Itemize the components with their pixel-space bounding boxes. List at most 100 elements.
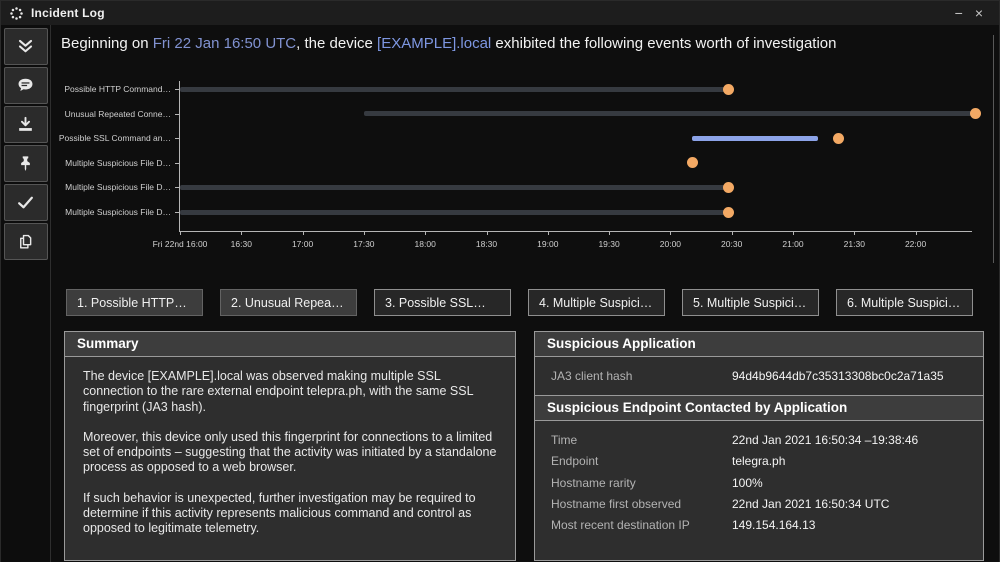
detail-label: Most recent destination IP	[551, 517, 690, 532]
x-axis-tick-label: 16:30	[230, 239, 252, 249]
x-axis-tick	[302, 231, 304, 235]
application-rows: JA3 client hash 94d4b9644db7c35313308bc0c…	[535, 357, 983, 389]
suspicious-endpoint-header: Suspicious Endpoint Contacted by Applica…	[535, 395, 983, 422]
summary-paragraph: If such behavior is unexpected, further …	[83, 490, 476, 536]
x-axis-tick-label: 18:00	[414, 239, 436, 249]
summary-paragraph: The device [EXAMPLE].local was observed …	[83, 369, 474, 414]
detail-label: Time	[551, 433, 578, 448]
detail-value: 100%	[732, 475, 763, 490]
close-button[interactable]: ×	[969, 6, 989, 20]
x-axis-tick-label: Fri 22nd 16:00	[152, 239, 208, 249]
timeline-event-dot[interactable]	[832, 132, 844, 144]
timeline-row-label: Multiple Suspicious File D…	[65, 207, 171, 217]
detail-row: JA3 client hash 94d4b9644db7c35313308bc0c…	[535, 366, 983, 387]
x-axis-tick-label: 21:30	[843, 239, 865, 249]
timeline-bar[interactable]	[180, 184, 729, 190]
summary-text: The device [EXAMPLE].local was observed …	[65, 357, 515, 536]
timeline-event-dot[interactable]	[722, 206, 734, 218]
detail-label: JA3 client hash	[551, 369, 633, 383]
check-icon	[16, 193, 35, 212]
x-axis-tick-label: 19:00	[537, 239, 559, 249]
detail-label: Endpoint	[551, 454, 599, 469]
suspicious-application-header: Suspicious Application	[535, 332, 983, 357]
timeline-event-dot[interactable]	[686, 157, 698, 169]
x-axis-tick-label: 19:30	[598, 239, 620, 249]
tab-event-5[interactable]: 5. Multiple Suspici…	[682, 289, 819, 316]
titlebar: Incident Log − ×	[1, 1, 999, 25]
x-axis-tick	[486, 231, 488, 235]
x-axis-tick	[241, 231, 243, 235]
detail-value: 22nd Jan 2021 16:50:34 UTC	[732, 496, 890, 511]
x-axis-tick	[915, 231, 917, 235]
tab-event-4[interactable]: 4. Multiple Suspici…	[528, 289, 665, 316]
timeline-event-dot[interactable]	[722, 181, 734, 193]
timeline-row-label: Possible SSL Command an…	[58, 133, 171, 144]
comment-icon	[16, 76, 35, 95]
timeline-bar[interactable]	[363, 111, 976, 117]
event-timeline-chart: Possible HTTP Command… Unusual Repeated C…	[58, 81, 993, 257]
y-axis-tick	[175, 113, 179, 115]
detail-label: Hostname first observed	[551, 496, 682, 511]
sidebar-collapse-button[interactable]	[3, 28, 48, 65]
sidebar-comment-button[interactable]	[3, 67, 48, 104]
app-body: Beginning on Fri 22 Jan 16:50 UTC, the d…	[1, 25, 999, 562]
y-axis-tick	[175, 89, 179, 90]
incident-start-time: Fri 22 Jan 16:50 UTC	[152, 35, 297, 52]
suspicious-details-panel: Suspicious Application JA3 client hash 94…	[534, 331, 984, 561]
x-axis-tick-label: 17:00	[291, 239, 314, 249]
x-axis-tick	[425, 231, 427, 235]
timeline-row-label: Unusual Repeated Conne…	[64, 108, 171, 119]
x-axis-tick-label: 21:00	[782, 239, 804, 249]
double-chevron-down-icon	[16, 37, 35, 56]
detail-value: 94d4b9644db7c35313308bc0c2a71a35	[732, 369, 944, 383]
summary-panel: Summary The device [EXAMPLE].local was o…	[64, 331, 516, 561]
x-axis-tick	[854, 231, 856, 235]
tab-event-2[interactable]: 2. Unusual Repea…	[220, 289, 357, 316]
timeline-event-dot[interactable]	[970, 108, 982, 120]
x-axis-tick	[731, 231, 733, 235]
sidebar-acknowledge-button[interactable]	[3, 184, 48, 221]
x-axis-tick	[363, 231, 365, 235]
detail-row: Hostname first observed 22nd Jan 2021 16:…	[535, 494, 983, 515]
y-axis-tick	[175, 138, 179, 140]
device-name: [EXAMPLE].local	[377, 35, 492, 52]
y-axis-tick	[175, 187, 179, 189]
tab-event-6[interactable]: 6. Multiple Suspici…	[836, 289, 973, 316]
detail-row: Endpoint telegra.ph	[535, 451, 983, 472]
x-axis-tick-label: 18:30	[475, 239, 498, 249]
endpoint-rows: Time 22nd Jan 2021 16:50:34 –19:38:46 Endp…	[535, 421, 983, 538]
tab-event-1[interactable]: 1. Possible HTTP…	[66, 289, 203, 316]
sidebar-download-button[interactable]	[3, 106, 48, 143]
detail-panels: Summary The device [EXAMPLE].local was o…	[64, 331, 999, 561]
sidebar-pin-button[interactable]	[3, 145, 48, 182]
summary-prefix: Beginning on	[61, 35, 153, 52]
timeline-row-labels: Possible HTTP Command… Unusual Repeated C…	[58, 81, 171, 231]
x-axis-tick-label: 17:30	[353, 239, 375, 249]
timeline-bar[interactable]	[180, 209, 729, 215]
x-axis-tick-label: 20:30	[721, 239, 743, 249]
timeline-bar[interactable]	[180, 86, 729, 92]
tab-event-3[interactable]: 3. Possible SSL…	[374, 289, 511, 316]
timeline-event-dot[interactable]	[722, 83, 734, 95]
x-axis-tick	[670, 231, 672, 235]
incident-overview-panel: Beginning on Fri 22 Jan 16:50 UTC, the d…	[58, 35, 994, 263]
summary-paragraph: Moreover, this device only used this fin…	[83, 429, 497, 475]
sidebar-copy-button[interactable]	[3, 223, 48, 260]
y-axis-tick	[175, 212, 179, 213]
pin-icon	[16, 154, 35, 173]
summary-middle: , the device	[296, 35, 378, 52]
timeline-row-label: Multiple Suspicious File D…	[65, 182, 171, 193]
detail-value: 149.154.164.13	[732, 517, 816, 532]
timeline-bar[interactable]	[692, 135, 818, 141]
x-axis-tick-label: 22:00	[904, 239, 927, 249]
copy-icon	[16, 232, 35, 251]
x-axis-tick-label: 20:00	[659, 239, 682, 249]
x-axis-tick	[180, 231, 181, 235]
x-axis-tick	[547, 231, 549, 235]
summary-panel-header: Summary	[65, 332, 515, 357]
app-logo-icon	[9, 6, 24, 21]
y-axis-tick	[175, 162, 179, 164]
detail-label: Hostname rarity	[551, 475, 636, 490]
minimize-button[interactable]: −	[949, 6, 969, 20]
